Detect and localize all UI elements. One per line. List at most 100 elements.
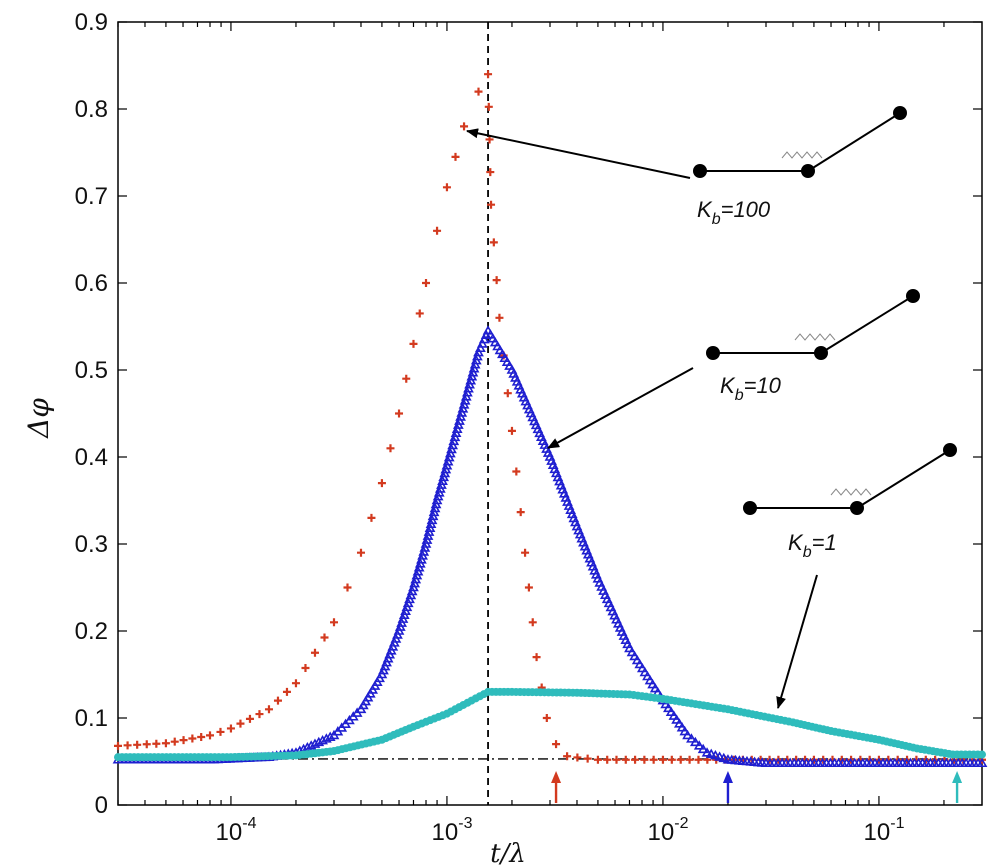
- x-tick-label: 10-1: [864, 815, 905, 846]
- data-point: [676, 722, 688, 732]
- data-point: [521, 548, 530, 557]
- data-point: [478, 333, 490, 344]
- data-point: [507, 426, 516, 435]
- annotation-label-kb-1: Kb=1: [788, 530, 837, 561]
- data-point: [612, 755, 621, 764]
- data-point: [583, 754, 592, 763]
- data-point: [593, 755, 602, 764]
- data-point: [718, 752, 730, 763]
- data-point: [264, 705, 273, 714]
- data-point: [694, 755, 703, 764]
- y-axis-label: Δφ: [22, 398, 55, 439]
- data-point: [676, 755, 685, 764]
- data-point: [484, 102, 493, 111]
- data-point: [133, 740, 142, 749]
- series-2: [114, 687, 986, 762]
- data-point: [563, 752, 572, 761]
- data-point: [671, 714, 682, 724]
- data-point: [660, 698, 672, 709]
- annotation-label-kb-100: Kb=100: [697, 197, 771, 228]
- data-point: [542, 714, 551, 722]
- data-point: [631, 755, 640, 764]
- data-point: [123, 741, 132, 750]
- chain-icon-kb-100: [693, 106, 907, 178]
- data-point: [667, 755, 676, 764]
- y-tick-label: 0.9: [75, 9, 108, 36]
- data-point: [395, 409, 404, 418]
- x-tick-label: 10-2: [648, 815, 689, 846]
- data-point: [668, 710, 680, 720]
- data-point: [386, 444, 395, 453]
- y-tick-label: 0.2: [75, 618, 108, 645]
- data-point: [343, 583, 352, 592]
- data-point: [621, 755, 630, 764]
- data-point: [486, 168, 495, 177]
- data-point: [313, 736, 325, 747]
- data-point: [305, 740, 317, 750]
- plot-frame: [117, 21, 983, 806]
- data-point: [474, 87, 483, 96]
- series-layer: [112, 70, 988, 768]
- y-tick-label: 0.4: [75, 444, 108, 471]
- data-point: [663, 702, 674, 713]
- data-point: [324, 731, 336, 741]
- y-tick-label: 0.7: [75, 183, 108, 210]
- data-point: [451, 152, 460, 161]
- data-point: [179, 736, 188, 745]
- x-tick-label: 10-4: [216, 815, 257, 846]
- data-point: [317, 735, 328, 745]
- data-point: [367, 513, 376, 522]
- x-axis-arrow: [551, 771, 562, 803]
- y-tick-label: 0.3: [75, 531, 108, 558]
- x-axis-arrow: [952, 771, 963, 803]
- series-0: [114, 70, 986, 764]
- x-axis-arrows: [551, 771, 963, 803]
- series-1: [112, 325, 988, 768]
- data-point: [255, 710, 264, 719]
- data-point: [485, 135, 494, 144]
- data-point: [665, 706, 677, 716]
- data-point: [649, 755, 658, 764]
- data-point: [516, 508, 525, 517]
- data-point: [330, 618, 338, 627]
- annotation-label-kb-10: Kb=10: [720, 373, 782, 404]
- data-point: [705, 748, 717, 758]
- data-point: [573, 753, 582, 762]
- data-point: [415, 309, 424, 318]
- y-tick-label: 0.6: [75, 270, 108, 297]
- data-point: [152, 739, 161, 748]
- y-tick-label: 0.5: [75, 357, 108, 384]
- data-point: [216, 727, 225, 736]
- y-tick-label: 0.1: [75, 705, 108, 732]
- data-point: [310, 648, 319, 657]
- data-point: [524, 583, 533, 592]
- data-point: [161, 739, 170, 748]
- data-point: [528, 618, 537, 627]
- annotation-arrow-kb-1: [776, 574, 818, 709]
- x-axis-arrow: [722, 771, 733, 803]
- data-point: [710, 749, 721, 760]
- data-point: [245, 714, 254, 723]
- tick-marks: [117, 21, 982, 806]
- x-axis-label: t/λ: [490, 839, 526, 865]
- data-point: [552, 740, 561, 749]
- data-point: [489, 238, 498, 247]
- data-point: [673, 718, 685, 728]
- chain-icon-kb-10: [706, 289, 920, 360]
- data-point: [236, 719, 245, 728]
- data-point: [475, 342, 486, 353]
- data-point: [512, 467, 521, 476]
- data-point: [495, 313, 504, 322]
- y-tick-label: 0.8: [75, 96, 108, 123]
- data-point: [679, 725, 691, 736]
- data-point: [114, 741, 122, 750]
- data-point: [976, 757, 988, 768]
- data-point: [503, 389, 512, 398]
- data-point: [356, 548, 365, 557]
- data-point: [409, 339, 418, 348]
- y-tick-labels: 0 0.1 0.2 0.3 0.4 0.5 0.6 0.7 0.8 0.9: [75, 9, 108, 819]
- x-tick-labels: 10-4 10-3 10-2 10-1: [216, 815, 905, 846]
- data-point: [714, 751, 725, 761]
- reference-lines: [118, 22, 982, 805]
